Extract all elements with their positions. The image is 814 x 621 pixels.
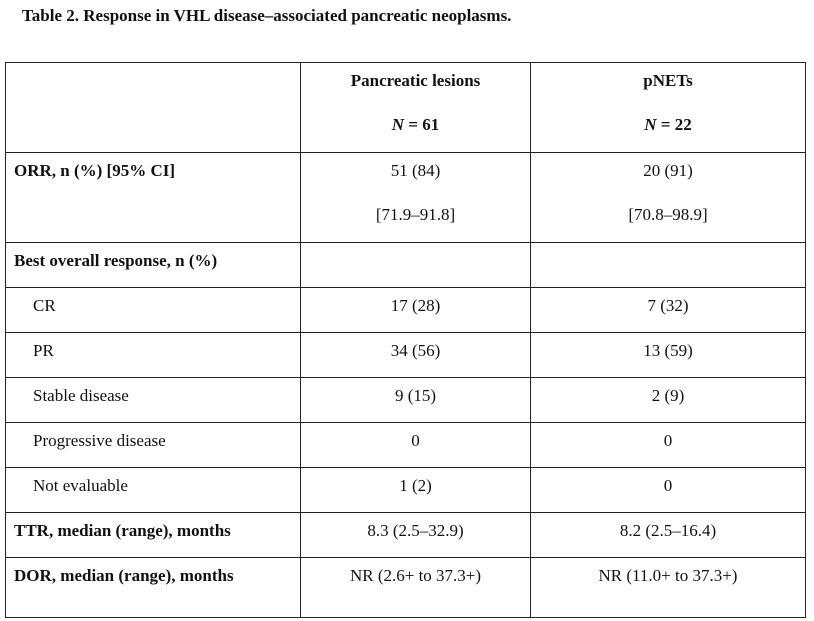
row-label: Progressive disease xyxy=(33,431,166,450)
value-cell: 13 (59) xyxy=(530,332,806,378)
row-label-cell: Stable disease xyxy=(5,377,301,423)
table-row-not-evaluable: Not evaluable 1 (2) 0 xyxy=(5,467,806,513)
table-row-dor: DOR, median (range), months NR (2.6+ to … xyxy=(5,557,806,618)
value-text: 1 (2) xyxy=(399,476,432,495)
table-row-ttr: TTR, median (range), months 8.3 (2.5–32.… xyxy=(5,512,806,558)
column-header-label: Pancreatic lesions xyxy=(350,71,481,90)
row-label: Best overall response, n (%) xyxy=(14,251,218,270)
row-label: DOR, median (range), months xyxy=(14,566,234,585)
value-cell xyxy=(300,242,531,288)
ci-text: [71.9–91.8] xyxy=(375,205,456,224)
table-row-orr: ORR, n (%) [95% CI] 51 (84) [71.9–91.8] … xyxy=(5,152,806,243)
header-empty-cell xyxy=(5,62,301,153)
value-text: 8.2 (2.5–16.4) xyxy=(619,521,717,540)
table-row-progressive-disease: Progressive disease 0 0 xyxy=(5,422,806,468)
value-cell: 8.3 (2.5–32.9) xyxy=(300,512,531,558)
n-symbol: N xyxy=(644,115,657,134)
row-label-cell: DOR, median (range), months xyxy=(5,557,301,618)
value-cell: 9 (15) xyxy=(300,377,531,423)
value-text: 51 (84) xyxy=(390,161,441,180)
header-cell-pnets: pNETs N = 22 xyxy=(530,62,806,153)
value-cell: 0 xyxy=(530,467,806,513)
row-label: ORR, n (%) [95% CI] xyxy=(14,161,176,180)
value-cell: 7 (32) xyxy=(530,287,806,333)
column-header-n: N = 61 xyxy=(301,114,530,136)
value-cell: NR (2.6+ to 37.3+) xyxy=(300,557,531,618)
value-text: 20 (91) xyxy=(643,161,693,180)
row-label: Not evaluable xyxy=(33,476,128,495)
table-row-pr: PR 34 (56) 13 (59) xyxy=(5,332,806,378)
column-header-label: pNETs xyxy=(643,71,693,90)
value-cell: 0 xyxy=(530,422,806,468)
value-text xyxy=(301,243,530,250)
row-label-cell: PR xyxy=(5,332,301,378)
value-cell: 2 (9) xyxy=(530,377,806,423)
value-text: 0 xyxy=(663,476,673,495)
row-label: PR xyxy=(33,341,54,360)
row-label: CR xyxy=(33,296,56,315)
value-cell: 8.2 (2.5–16.4) xyxy=(530,512,806,558)
row-label-cell: Progressive disease xyxy=(5,422,301,468)
value-cell: 20 (91) [70.8–98.9] xyxy=(530,152,806,243)
table-row-best-overall-response: Best overall response, n (%) xyxy=(5,242,806,288)
table-row-cr: CR 17 (28) 7 (32) xyxy=(5,287,806,333)
table-row-stable-disease: Stable disease 9 (15) 2 (9) xyxy=(5,377,806,423)
row-label: Stable disease xyxy=(33,386,129,405)
value-text: 34 (56) xyxy=(390,341,441,360)
row-label-cell: Not evaluable xyxy=(5,467,301,513)
value-cell: NR (11.0+ to 37.3+) xyxy=(530,557,806,618)
value-cell: 34 (56) xyxy=(300,332,531,378)
value-cell: 0 xyxy=(300,422,531,468)
value-cell xyxy=(530,242,806,288)
value-text: 13 (59) xyxy=(643,341,693,360)
row-label-cell: ORR, n (%) [95% CI] xyxy=(5,152,301,243)
row-label-cell: TTR, median (range), months xyxy=(5,512,301,558)
response-table: Pancreatic lesions N = 61 pNETs N = 22 O… xyxy=(5,62,806,618)
row-label-cell: Best overall response, n (%) xyxy=(5,242,301,288)
value-cell: 51 (84) [71.9–91.8] xyxy=(300,152,531,243)
ci-text: [70.8–98.9] xyxy=(628,205,708,224)
value-text: 0 xyxy=(411,431,420,450)
n-value: = 61 xyxy=(408,115,440,134)
row-label: TTR, median (range), months xyxy=(14,521,231,540)
row-label-cell: CR xyxy=(5,287,301,333)
value-cell: 17 (28) xyxy=(300,287,531,333)
value-text: 17 (28) xyxy=(390,296,441,315)
value-text: 7 (32) xyxy=(647,296,689,315)
value-text: 0 xyxy=(663,431,673,450)
header-cell-pancreatic-lesions: Pancreatic lesions N = 61 xyxy=(300,62,531,153)
column-header-n: N = 22 xyxy=(531,114,805,136)
value-text: NR (11.0+ to 37.3+) xyxy=(598,566,738,585)
table-caption: Table 2. Response in VHL disease–associa… xyxy=(22,6,512,25)
value-cell: 1 (2) xyxy=(300,467,531,513)
value-text: 9 (15) xyxy=(394,386,437,405)
n-symbol: N xyxy=(391,115,405,134)
table-header-row: Pancreatic lesions N = 61 pNETs N = 22 xyxy=(5,62,806,153)
value-text: 2 (9) xyxy=(651,386,685,405)
value-text xyxy=(531,243,805,250)
n-value: = 22 xyxy=(660,115,692,134)
value-text: 8.3 (2.5–32.9) xyxy=(367,521,464,540)
value-text: NR (2.6+ to 37.3+) xyxy=(349,566,482,585)
